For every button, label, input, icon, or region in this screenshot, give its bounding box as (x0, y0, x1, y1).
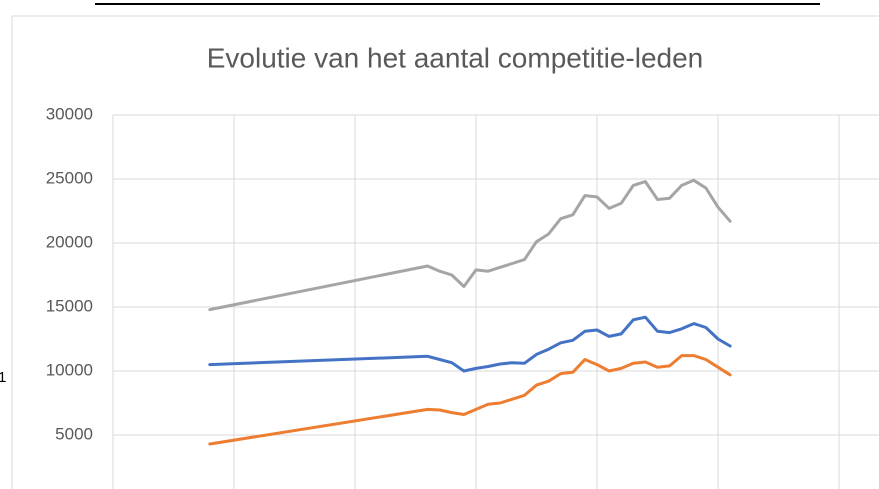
y-tick-label: 10000 (46, 360, 93, 379)
y-tick-label: 30000 (46, 104, 93, 123)
series-line (208, 178, 732, 312)
series-line (208, 315, 732, 373)
series-line (208, 354, 732, 446)
y-tick-label: 20000 (46, 232, 93, 251)
chart-title: Evolutie van het aantal competitie-leden (207, 42, 704, 73)
side-text: 1 (0, 369, 6, 386)
y-tick-label: 25000 (46, 168, 93, 187)
y-tick-label: 15000 (46, 296, 93, 315)
chart-frame (11, 15, 879, 489)
y-tick-label: 5000 (55, 424, 93, 443)
